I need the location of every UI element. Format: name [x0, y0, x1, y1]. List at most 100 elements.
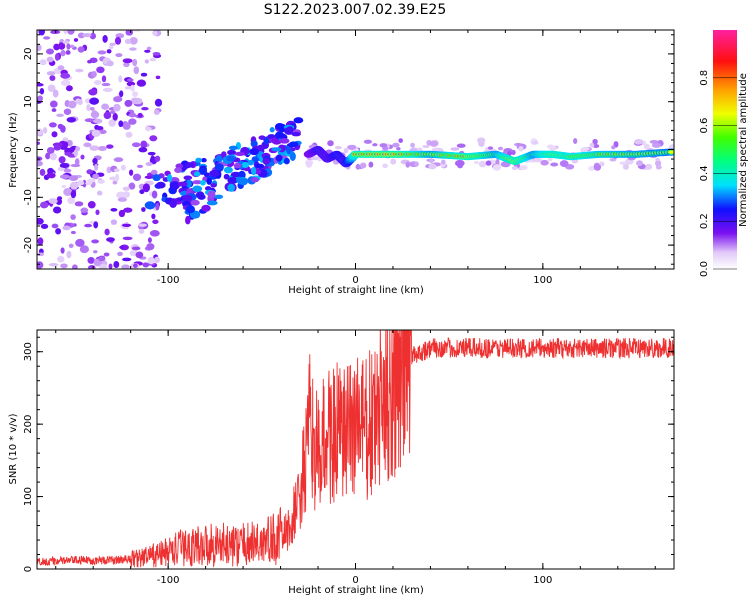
heatmap-cell [327, 140, 334, 147]
heatmap-cell [37, 83, 44, 87]
heatmap-cell [122, 236, 133, 241]
heatmap-cell [405, 161, 410, 168]
heatmap-cell [263, 136, 270, 145]
heatmap-cell [61, 184, 67, 189]
heatmap-cell [200, 179, 206, 186]
heatmap-cell [250, 140, 258, 148]
heatmap-cell [519, 165, 528, 171]
heatmap-cell [124, 38, 131, 45]
heatmap-cell [128, 112, 137, 118]
x-tick-label: -100 [157, 275, 180, 286]
heatmap-cell [67, 30, 75, 35]
heatmap-cell [185, 179, 192, 188]
heatmap-cell [47, 167, 54, 174]
heatmap-cell [56, 113, 64, 117]
heatmap-cell [60, 263, 68, 269]
heatmap-cell [49, 100, 58, 108]
heatmap-cell [67, 100, 77, 109]
heatmap-cell [518, 145, 524, 152]
heatmap-cell [37, 237, 44, 246]
heatmap-cell [104, 228, 110, 236]
heatmap-cell [118, 120, 124, 128]
snr-panel: -100 0 100 0 100 200 300 Height of straight li… [8, 329, 675, 596]
y-tick-label: 20 [23, 48, 34, 61]
heatmap-cell [88, 88, 98, 96]
colorbar-ticks: 0.0 0.2 0.4 0.6 0.8 [699, 70, 737, 277]
heatmap-cell [57, 65, 65, 71]
heatmap-cell [39, 87, 45, 95]
heatmap-cell [70, 214, 76, 220]
heatmap-cell [89, 97, 100, 105]
heatmap-cell [153, 109, 160, 116]
heatmap-cell [201, 157, 207, 163]
heatmap-cell [50, 30, 61, 34]
heatmap-cell [46, 71, 56, 76]
heatmap-cell [441, 159, 446, 165]
heatmap-cell [93, 250, 98, 254]
heatmap-cell [59, 162, 70, 169]
heatmap-cell [110, 207, 118, 212]
snr-ticks: -100 0 100 0 100 200 300 [23, 330, 674, 586]
spectrogram-heatmap [37, 30, 674, 269]
heatmap-cell [226, 155, 236, 162]
heatmap-cell [87, 200, 96, 209]
heatmap-cell [39, 168, 46, 176]
heatmap-cell [130, 97, 139, 105]
heatmap-cell [155, 202, 160, 211]
heatmap-cell [46, 172, 56, 179]
heatmap-cell [169, 200, 177, 208]
heatmap-cell [277, 134, 286, 139]
heatmap-cell [91, 110, 98, 115]
heatmap-cell [540, 159, 549, 166]
heatmap-cell [110, 219, 118, 225]
heatmap-cell [130, 84, 135, 92]
heatmap-cell [94, 124, 100, 130]
heatmap-cell [428, 163, 437, 170]
heatmap-cell [99, 263, 108, 269]
heatmap-cell [207, 190, 216, 200]
heatmap-cell [146, 243, 155, 251]
heatmap-cell [59, 174, 70, 179]
x-tick-label: 100 [533, 575, 552, 586]
snr-line [37, 330, 674, 568]
heatmap-cell [51, 223, 59, 229]
heatmap-cell [140, 140, 148, 149]
heatmap-cell [410, 142, 415, 148]
heatmap-cell [94, 80, 102, 85]
heatmap-cell [193, 171, 201, 177]
heatmap-cell [82, 33, 92, 38]
heatmap-cell [153, 30, 158, 36]
heatmap-cell [69, 181, 79, 190]
heatmap-cell [129, 36, 138, 45]
heatmap-cell [121, 264, 130, 269]
heatmap-cell [227, 149, 237, 156]
heatmap-cell [66, 43, 71, 50]
heatmap-cell [477, 137, 486, 144]
heatmap-cell [101, 103, 110, 110]
heatmap-cell [74, 201, 84, 207]
colorbar-label: Normalized spectral amplitude [738, 73, 749, 227]
heatmap-cell [120, 164, 126, 171]
heatmap-cell [398, 138, 403, 143]
heatmap-cell [450, 147, 460, 151]
heatmap-cell [97, 50, 107, 55]
heatmap-cell [413, 161, 419, 167]
heatmap-cell [310, 156, 319, 161]
heatmap-cell [125, 30, 134, 36]
heatmap-cell [135, 251, 144, 259]
heatmap-cell [75, 68, 84, 73]
heatmap-cell [655, 157, 660, 162]
heatmap-cell [250, 177, 260, 183]
heatmap-cell [69, 44, 75, 49]
heatmap-cell [37, 44, 42, 52]
heatmap-cell [74, 158, 80, 166]
heatmap-cell [144, 59, 149, 64]
heatmap-cell [149, 229, 160, 237]
heatmap-cell [66, 116, 76, 123]
heatmap-cell [51, 131, 58, 138]
heatmap-cell [129, 169, 134, 176]
heatmap-cell [422, 144, 430, 149]
heatmap-cell [85, 181, 93, 185]
heatmap-cell [97, 179, 105, 184]
heatmap-cell [65, 50, 71, 55]
